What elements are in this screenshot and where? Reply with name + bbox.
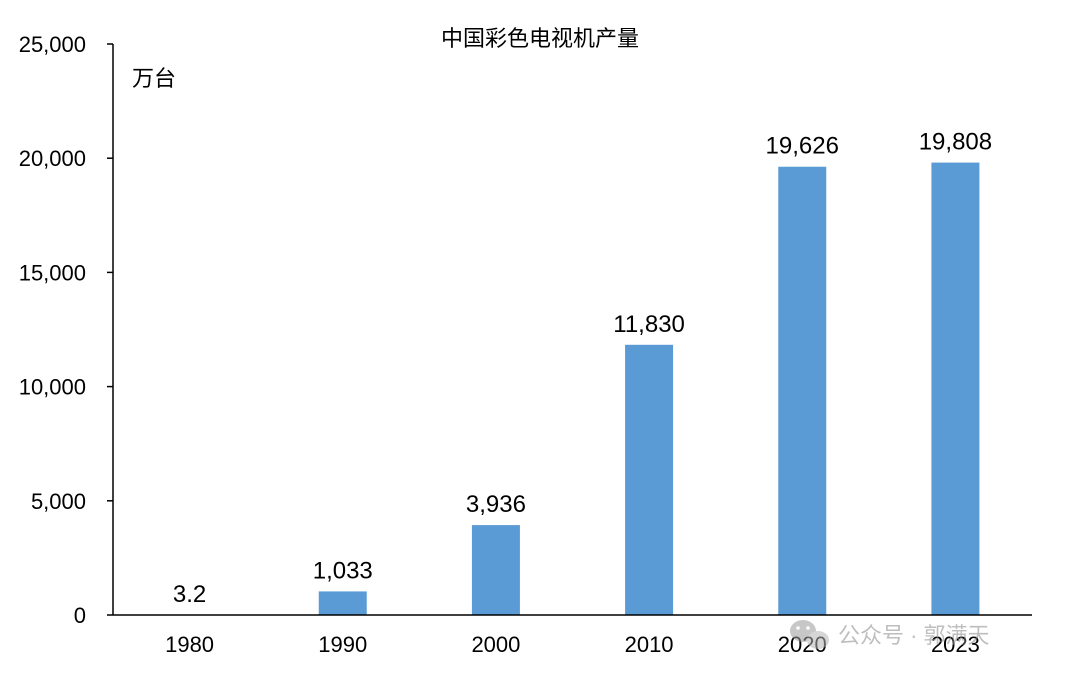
data-label: 11,830 [613, 311, 685, 338]
x-tick-label: 2010 [625, 632, 674, 657]
bar-2010 [625, 345, 673, 615]
bar-1990 [319, 591, 367, 615]
bar-2000 [472, 525, 520, 615]
y-tick-label: 5,000 [31, 489, 86, 514]
bar-2023 [931, 163, 979, 615]
x-tick-label: 2000 [471, 632, 520, 657]
y-tick-label: 15,000 [19, 260, 86, 285]
y-tick-label: 0 [74, 603, 86, 628]
data-label: 1,033 [313, 557, 373, 584]
data-label: 3.2 [173, 581, 206, 608]
bar-2020 [778, 167, 826, 615]
watermark-text: 公众号 · 郭满天 [838, 623, 990, 648]
bars-group: 3.2 1,033 3,936 11,830 19,626 19,808 [166, 129, 993, 615]
y-tick-label: 20,000 [19, 146, 86, 171]
y-tick-label: 25,000 [19, 32, 86, 57]
watermark: 公众号 · 郭满天 [790, 620, 990, 649]
data-label: 19,626 [766, 133, 839, 160]
chart-title: 中国彩色电视机产量 [441, 27, 639, 52]
y-tick-label: 10,000 [19, 375, 86, 400]
data-label: 3,936 [466, 491, 526, 518]
y-axis-ticks: 0 5,000 10,000 15,000 20,000 25,000 [19, 32, 113, 628]
data-label: 19,808 [919, 129, 992, 156]
y-axis-unit-label: 万台 [132, 66, 176, 91]
x-tick-label: 1990 [318, 632, 367, 657]
x-tick-label: 1980 [165, 632, 214, 657]
